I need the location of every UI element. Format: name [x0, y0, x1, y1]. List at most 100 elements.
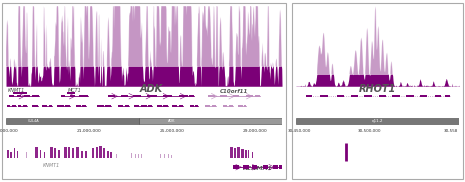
Bar — [79, 95, 87, 97]
Bar — [6, 118, 139, 124]
Bar — [72, 149, 74, 158]
Bar — [67, 92, 75, 94]
Text: ADK: ADK — [168, 119, 175, 123]
Bar — [97, 105, 104, 107]
Bar — [232, 95, 239, 97]
Bar — [99, 146, 102, 158]
Text: KNMT1: KNMT1 — [7, 88, 25, 93]
Bar — [246, 95, 253, 97]
Bar — [296, 118, 459, 124]
Bar — [42, 105, 47, 107]
Bar — [133, 95, 141, 97]
Bar — [320, 95, 328, 98]
Bar — [125, 105, 129, 107]
Bar — [160, 154, 161, 158]
Bar — [92, 148, 94, 158]
Bar — [2, 3, 286, 179]
Bar — [365, 95, 372, 98]
Text: 30,450,000: 30,450,000 — [287, 129, 311, 133]
Bar — [195, 105, 198, 107]
Bar — [252, 165, 258, 169]
Bar — [64, 147, 67, 158]
Bar — [134, 105, 139, 107]
Bar — [76, 105, 80, 107]
Bar — [106, 105, 111, 107]
Bar — [85, 151, 87, 158]
Bar — [263, 165, 268, 169]
Text: q11.2: q11.2 — [372, 119, 383, 123]
Bar — [118, 105, 123, 107]
Bar — [223, 105, 227, 107]
Bar — [131, 153, 132, 158]
Bar — [272, 165, 278, 169]
Bar — [11, 152, 12, 158]
Bar — [147, 95, 158, 97]
Bar — [138, 154, 139, 158]
Bar — [220, 95, 227, 97]
Bar — [163, 95, 172, 97]
Bar — [306, 95, 312, 98]
Bar — [445, 95, 450, 98]
Bar — [57, 105, 64, 107]
Bar — [49, 105, 52, 107]
Text: 30,500,000: 30,500,000 — [358, 129, 381, 133]
Bar — [103, 149, 105, 158]
Bar — [7, 105, 10, 107]
Bar — [7, 150, 9, 158]
Bar — [50, 147, 53, 158]
Bar — [392, 95, 400, 98]
Bar — [19, 105, 21, 107]
Text: 25,000,000: 25,000,000 — [159, 129, 184, 133]
Bar — [233, 148, 236, 158]
Text: MCT1: MCT1 — [67, 88, 81, 93]
Bar — [248, 150, 249, 158]
Text: RHOT1: RHOT1 — [359, 84, 396, 94]
Text: 17,000,000: 17,000,000 — [0, 129, 19, 133]
Bar — [245, 150, 246, 158]
Bar — [13, 92, 27, 94]
Bar — [9, 95, 14, 97]
Bar — [135, 154, 136, 158]
Bar — [244, 105, 246, 107]
Bar — [44, 152, 46, 158]
Bar — [76, 147, 79, 158]
Text: KNMT1: KNMT1 — [43, 163, 60, 168]
Bar — [179, 105, 183, 107]
Bar — [108, 95, 115, 97]
Bar — [189, 95, 194, 97]
Bar — [406, 95, 413, 98]
Bar — [81, 151, 83, 158]
Bar — [139, 118, 282, 124]
Bar — [190, 105, 194, 107]
Bar — [141, 105, 147, 107]
Bar — [171, 155, 173, 158]
Bar — [54, 149, 56, 158]
Bar — [179, 95, 188, 97]
Bar — [58, 150, 60, 158]
Text: CUL4A: CUL4A — [28, 119, 40, 123]
Text: 29,000,000: 29,000,000 — [242, 129, 267, 133]
Bar — [116, 154, 117, 158]
Bar — [35, 147, 38, 158]
Text: C10orf11: C10orf11 — [220, 89, 248, 94]
Bar — [172, 105, 177, 107]
Bar — [12, 105, 16, 107]
Bar — [237, 147, 240, 158]
Bar — [95, 147, 98, 158]
Bar — [148, 105, 153, 107]
Bar — [68, 147, 70, 158]
Bar — [168, 154, 169, 158]
Bar — [229, 105, 232, 107]
Bar — [252, 152, 253, 158]
Bar — [70, 95, 75, 97]
Bar — [232, 165, 239, 169]
Bar — [208, 95, 214, 97]
Text: 30,558: 30,558 — [444, 129, 458, 133]
Bar — [40, 150, 41, 158]
Bar — [23, 105, 27, 107]
Bar — [157, 105, 162, 107]
Bar — [121, 95, 127, 97]
Bar — [14, 149, 15, 158]
Bar — [351, 95, 358, 98]
Bar — [279, 165, 282, 169]
